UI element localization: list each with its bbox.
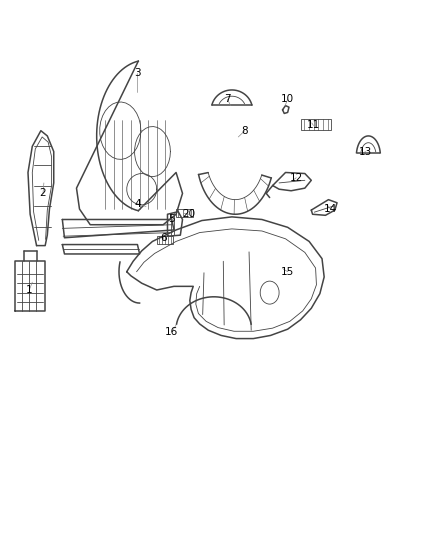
Bar — [176, 209, 193, 217]
Text: 10: 10 — [281, 94, 294, 104]
Text: 6: 6 — [160, 233, 166, 243]
Text: 16: 16 — [165, 327, 178, 337]
Text: 15: 15 — [281, 266, 294, 277]
Text: 1: 1 — [26, 285, 32, 295]
Text: 13: 13 — [358, 147, 371, 157]
Bar — [157, 236, 173, 244]
Text: 8: 8 — [241, 126, 248, 136]
Text: 4: 4 — [134, 199, 141, 209]
Text: 20: 20 — [182, 209, 195, 219]
Text: 12: 12 — [290, 173, 303, 183]
Bar — [300, 119, 332, 130]
Text: 3: 3 — [134, 68, 141, 78]
Text: 14: 14 — [324, 204, 337, 214]
Text: 2: 2 — [40, 188, 46, 198]
Text: 5: 5 — [169, 214, 175, 224]
Text: 7: 7 — [224, 94, 231, 104]
Text: 11: 11 — [307, 120, 320, 131]
